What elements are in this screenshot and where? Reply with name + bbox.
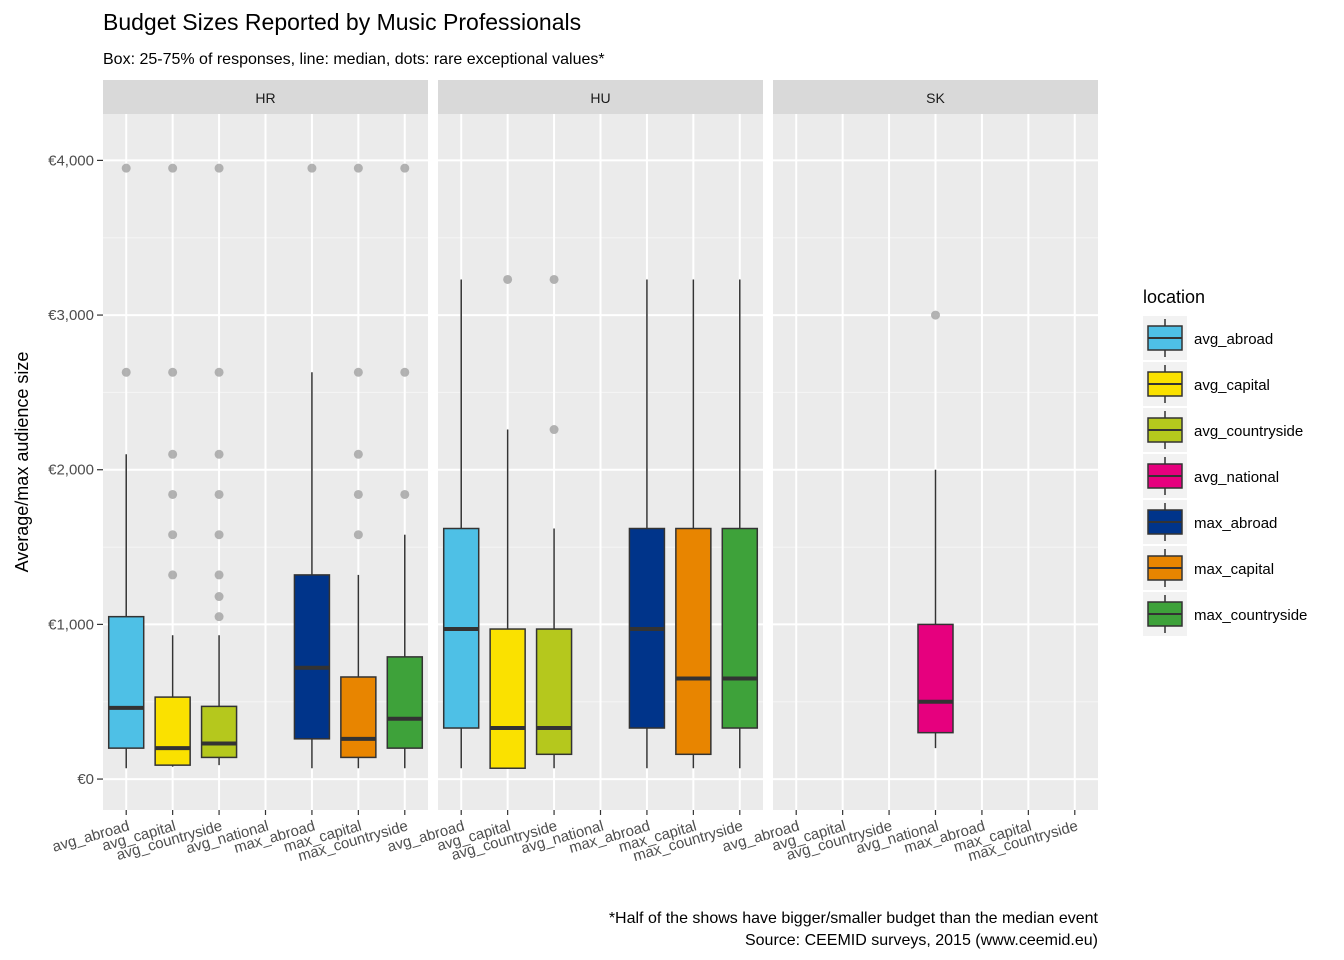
box-hu-max-abroad <box>628 279 666 769</box>
y-tick-label: €4,000 <box>48 152 94 169</box>
iqr-box <box>340 676 377 759</box>
box-hu-avg-countryside <box>535 274 573 769</box>
y-tick-label: €1,000 <box>48 616 94 633</box>
legend-label: avg_abroad <box>1194 331 1273 348</box>
iqr-box <box>917 623 954 734</box>
outlier-point <box>214 449 224 459</box>
outlier-point <box>168 449 178 459</box>
legend-label: avg_countryside <box>1194 423 1303 440</box>
outlier-point <box>168 489 178 499</box>
outlier-point <box>400 163 410 173</box>
box-hu-max-capital <box>675 279 712 769</box>
outlier-point <box>214 367 224 377</box>
y-tick-label: €0 <box>77 771 94 788</box>
outlier-point <box>214 489 224 499</box>
iqr-box <box>386 656 424 749</box>
outlier-point <box>549 425 559 435</box>
outlier-point <box>353 449 363 459</box>
panel-hr: HRavg_abroadavg_capitalavg_countrysideav… <box>50 80 428 865</box>
box-hu-max-countryside <box>721 279 759 769</box>
box-sk-avg-national <box>917 310 954 749</box>
outlier-point <box>353 530 363 540</box>
box-hr-avg-capital <box>154 163 191 767</box>
caption-line-2: Source: CEEMID surveys, 2015 (www.ceemid… <box>745 932 1098 949</box>
legend: avg_abroad avg_capital avg_countryside avg_… <box>1143 316 1307 636</box>
box-hu-avg-capital <box>489 274 526 769</box>
outlier-point <box>307 163 317 173</box>
outlier-point <box>400 367 410 377</box>
y-tick-label: €2,000 <box>48 462 94 479</box>
outlier-point <box>214 530 224 540</box>
box-hu-avg-abroad <box>442 279 480 769</box>
facet-panels: HRavg_abroadavg_capitalavg_countrysideav… <box>50 80 1098 865</box>
outlier-point <box>353 163 363 173</box>
strip-label: SK <box>926 90 945 106</box>
chart-title: Budget Sizes Reported by Music Professio… <box>103 9 581 35</box>
iqr-box <box>489 628 526 769</box>
strip-label: HR <box>255 90 275 106</box>
outlier-point <box>400 489 410 499</box>
outlier-point <box>214 570 224 580</box>
strip-label: HU <box>590 90 610 106</box>
iqr-box <box>293 574 331 740</box>
outlier-point <box>121 367 131 377</box>
legend-label: max_capital <box>1194 561 1274 578</box>
legend-label: max_countryside <box>1194 607 1307 624</box>
outlier-point <box>503 274 513 284</box>
iqr-box <box>535 628 573 756</box>
legend-item-avg-abroad: avg_abroad <box>1143 316 1273 360</box>
legend-label: avg_capital <box>1194 377 1270 394</box>
legend-item-max-capital: max_capital <box>1143 546 1274 590</box>
legend-label: max_abroad <box>1194 515 1277 532</box>
outlier-point <box>168 367 178 377</box>
outlier-point <box>168 530 178 540</box>
legend-title: location <box>1143 287 1205 307</box>
legend-item-avg-countryside: avg_countryside <box>1143 408 1303 452</box>
caption-line-1: *Half of the shows have bigger/smaller b… <box>609 910 1099 927</box>
legend-item-avg-capital: avg_capital <box>1143 362 1270 406</box>
legend-label: avg_national <box>1194 469 1279 486</box>
iqr-box <box>200 705 238 759</box>
outlier-point <box>121 163 131 173</box>
outlier-point <box>214 612 224 622</box>
outlier-point <box>214 163 224 173</box>
box-hr-avg-countryside <box>200 163 238 766</box>
outlier-point <box>353 489 363 499</box>
outlier-point <box>168 163 178 173</box>
strip-background <box>773 80 1098 114</box>
outlier-point <box>931 310 940 320</box>
outlier-point <box>549 274 559 284</box>
y-axis-title: Average/max audience size <box>12 352 32 573</box>
iqr-box <box>154 696 191 766</box>
box-hr-max-capital <box>340 163 377 769</box>
outlier-point <box>214 592 224 602</box>
box-hr-avg-abroad <box>107 163 145 769</box>
panel-hu: HUavg_abroadavg_capitalavg_countrysideav… <box>385 80 763 865</box>
legend-item-max-countryside: max_countryside <box>1143 592 1307 636</box>
y-axis: €0 €1,000 €2,000 €3,000 €4,000 <box>48 152 103 788</box>
strip-background <box>438 80 763 114</box>
box-hr-max-abroad <box>293 163 331 769</box>
iqr-box <box>721 527 759 729</box>
iqr-box <box>675 527 712 756</box>
panel-sk: SKavg_abroadavg_capitalavg_countrysideav… <box>720 80 1098 865</box>
legend-item-avg-national: avg_national <box>1143 454 1279 498</box>
chart-subtitle: Box: 25-75% of responses, line: median, … <box>103 51 605 68</box>
iqr-box <box>107 615 145 749</box>
outlier-point <box>168 570 178 580</box>
box-hr-max-countryside <box>386 163 424 769</box>
legend-item-max-abroad: max_abroad <box>1143 500 1277 544</box>
y-tick-label: €3,000 <box>48 307 94 324</box>
strip-background <box>103 80 428 114</box>
outlier-point <box>353 367 363 377</box>
